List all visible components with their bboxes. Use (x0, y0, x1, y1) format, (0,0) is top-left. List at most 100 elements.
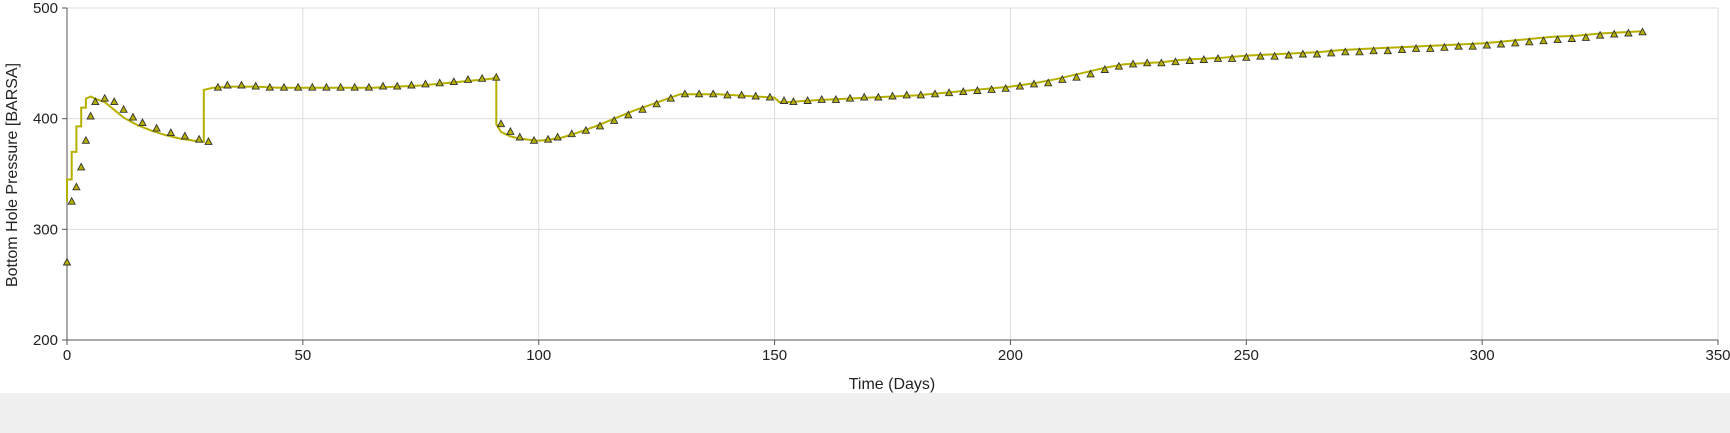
observed-point (76, 162, 86, 171)
observed-point (553, 132, 562, 141)
observed-point (652, 99, 661, 108)
x-tick-label: 300 (1470, 347, 1495, 364)
observed-point (1553, 35, 1562, 44)
observed-point (1142, 58, 1152, 67)
observed-point (1256, 51, 1265, 60)
observed-point (237, 80, 246, 89)
observed-point (888, 91, 897, 100)
observed-point (72, 182, 81, 191)
x-tick-label: 150 (762, 347, 787, 364)
observed-point (1213, 53, 1223, 62)
observed-point (1539, 36, 1548, 45)
observed-point (213, 82, 223, 91)
y-tick-label: 200 (33, 332, 58, 349)
observed-point (62, 257, 72, 266)
observed-point (81, 135, 91, 144)
observed-point (1270, 51, 1279, 60)
observed-point (279, 82, 289, 91)
observed-point (1072, 72, 1081, 81)
observed-point (506, 126, 515, 135)
observed-point (845, 93, 855, 102)
observed-point (308, 82, 317, 91)
y-tick-label: 500 (33, 0, 58, 17)
observed-point (91, 97, 100, 106)
observed-point (364, 82, 374, 91)
observed-point (874, 92, 883, 101)
observed-point (322, 82, 331, 91)
observed-point (1426, 43, 1435, 52)
observed-point (567, 129, 576, 138)
plot-background (0, 0, 1730, 393)
observed-point (789, 97, 798, 106)
observed-point (1326, 48, 1336, 57)
observed-point (1100, 65, 1110, 73)
observed-point (902, 90, 911, 99)
footer-strip (0, 393, 1730, 433)
observed-point (492, 72, 501, 81)
observed-point (251, 81, 260, 90)
y-axis-title: Bottom Hole Pressure [BARSA] (4, 63, 21, 287)
observed-point (421, 79, 430, 88)
observed-point (392, 81, 402, 90)
observed-point (86, 111, 95, 120)
x-tick-label: 350 (1705, 347, 1730, 364)
observed-point (694, 89, 704, 98)
observed-point (1341, 47, 1350, 56)
observed-point (1001, 83, 1010, 92)
ticks: 0 50 100 150 200 250 300 350 200 300 400 500 (33, 0, 1730, 364)
x-tick-label: 100 (526, 347, 551, 364)
observed-point (1440, 42, 1449, 51)
observed-point (831, 94, 841, 103)
y-tick-label: 300 (33, 221, 58, 238)
pressure-chart: 0 50 100 150 200 250 300 350 200 300 400 500 Time (… (0, 0, 1730, 393)
observed-point (1015, 81, 1025, 90)
x-tick-label: 250 (1234, 347, 1259, 364)
grid (67, 7, 1719, 340)
observed-point (666, 93, 676, 102)
observed-point (1468, 41, 1477, 50)
observed-point (350, 82, 359, 91)
observed-point (1242, 52, 1251, 61)
observed-point (128, 112, 138, 121)
observed-point (463, 74, 473, 83)
observed-point (1411, 43, 1421, 52)
observed-point (1284, 50, 1293, 59)
observed-point (609, 115, 619, 124)
observed-point (1383, 46, 1393, 55)
observed-point (529, 135, 539, 144)
observed-point (67, 196, 76, 205)
observed-point (973, 86, 982, 94)
observed-point (959, 87, 968, 96)
observed-point (152, 123, 161, 132)
observed-point (1199, 55, 1209, 63)
observed-point (751, 91, 760, 100)
observed-point (496, 119, 506, 128)
observed-point (515, 132, 525, 141)
observed-point (1496, 39, 1506, 48)
observed-point (407, 80, 416, 89)
observed-point (265, 82, 275, 91)
y-tick-label: 400 (33, 111, 58, 128)
observed-point (1482, 40, 1492, 49)
observed-point (1510, 38, 1520, 47)
observed-point (166, 128, 176, 137)
observed-point (817, 94, 826, 103)
observed-point (803, 96, 812, 104)
observed-point (180, 131, 190, 140)
observed-point (1454, 41, 1463, 50)
observed-point (1369, 46, 1378, 55)
observed-point (581, 125, 591, 134)
observed-point (779, 96, 789, 104)
observed-point (1355, 47, 1364, 56)
observed-point (680, 89, 690, 98)
observed-point (987, 84, 996, 93)
observed-point (1185, 56, 1194, 65)
observed-point (1058, 74, 1067, 83)
observed-point (336, 82, 345, 91)
observed-point (1043, 78, 1053, 87)
observed-point (378, 81, 388, 90)
observed-point (944, 88, 954, 97)
observed-point (1029, 79, 1039, 88)
observed-point (1114, 61, 1124, 70)
observed-point (930, 89, 940, 98)
